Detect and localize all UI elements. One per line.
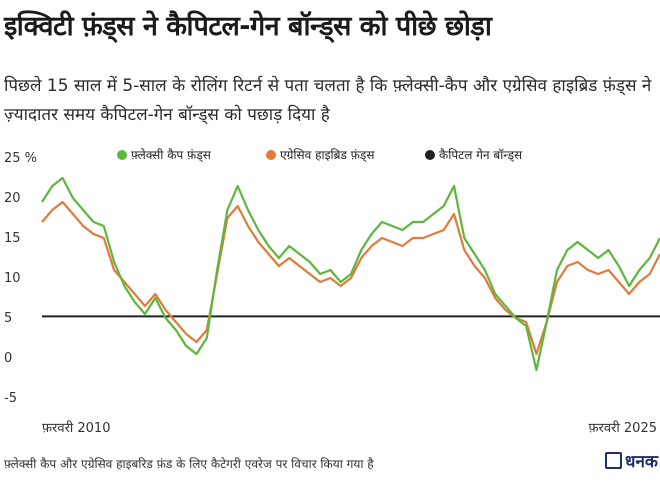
brand-mark-icon	[605, 452, 623, 469]
chart-legend: फ़्लेक्सी कैप फ़ंड्स एग्रेसिव हाइब्रिड फ़…	[117, 148, 523, 163]
legend-marker	[266, 150, 276, 160]
x-axis: फ़रवरी 2010 फ़रवरी 2025	[42, 420, 657, 436]
y-axis: -5 0 5 10 15 20 25 %	[4, 151, 37, 406]
legend-label: एग्रेसिव हाइब्रिड फ़ंड्स	[280, 148, 375, 163]
y-tick-label: -5	[4, 391, 17, 406]
y-tick-label: 15	[4, 231, 21, 246]
legend-label: फ़्लेक्सी कैप फ़ंड्स	[131, 148, 212, 163]
y-tick-label: 20	[4, 191, 21, 206]
legend-marker	[117, 150, 127, 160]
series-line-hybrid	[41, 200, 660, 356]
brand-name: धनक	[625, 452, 658, 472]
x-tick-label: फ़रवरी 2025	[589, 420, 657, 436]
line-chart: फ़्लेक्सी कैप फ़ंड्स एग्रेसिव हाइब्रिड फ़…	[4, 148, 660, 436]
y-tick-label: 0	[4, 351, 12, 366]
chart-title: इक्विटी फ़ंड्स ने कैपिटल-गेन बॉन्ड्स को …	[4, 11, 492, 42]
brand-logo: धनक	[605, 449, 658, 472]
chart-subtitle: पिछले 15 साल में 5-साल के रोलिंग रिटर्न …	[4, 76, 652, 125]
legend-marker	[425, 150, 435, 160]
x-tick-label: फ़रवरी 2010	[42, 420, 110, 436]
footnote: फ़्लेक्सी कैप और एग्रेसिव हाइबरिड फ़ंड क…	[4, 457, 374, 471]
series-line-flexi	[41, 176, 660, 372]
y-tick-label: 25 %	[4, 151, 37, 166]
y-tick-label: 5	[4, 311, 12, 326]
legend-label: कैपिटल गेन बॉन्ड्स	[439, 148, 523, 163]
plot-area	[41, 176, 660, 372]
y-tick-label: 10	[4, 271, 21, 286]
